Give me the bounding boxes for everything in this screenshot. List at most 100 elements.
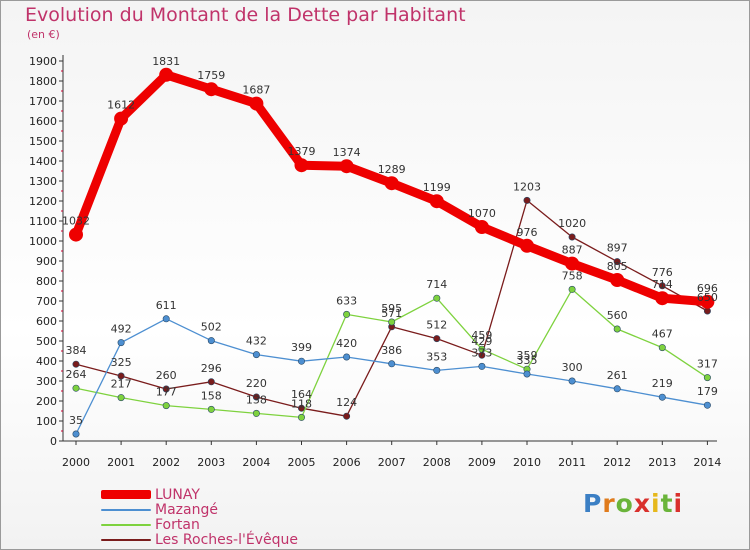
data-label-lunay: 1687 [242,84,270,97]
data-label-les-roches-l-v-que: 776 [652,266,673,279]
data-label-fortan: 264 [66,368,87,381]
data-label-mazang: 420 [336,337,357,350]
data-point-les-roches-l-v-que [613,258,621,266]
y-tick-label: 1900 [29,55,57,68]
y-tick-label: 500 [36,335,57,348]
data-label-mazang: 300 [562,361,583,374]
data-label-lunay: 696 [697,282,718,295]
data-point-les-roches-l-v-que [433,335,441,343]
data-label-mazang: 261 [607,369,628,382]
y-tick-label: 400 [36,355,57,368]
data-label-les-roches-l-v-que: 260 [156,369,177,382]
data-point-fortan [613,325,621,333]
data-label-fortan: 118 [291,397,312,410]
data-label-mazang: 353 [426,350,447,363]
data-point-lunay [249,96,264,111]
y-tick-label: 1600 [29,115,57,128]
data-point-fortan [207,405,215,413]
data-label-lunay: 1199 [423,181,451,194]
data-label-lunay: 1831 [152,55,180,68]
data-label-lunay: 1374 [333,146,361,159]
y-tick-label: 600 [36,315,57,328]
data-label-fortan: 317 [697,358,718,371]
data-label-fortan: 467 [652,328,673,341]
x-tick-label: 2002 [152,456,180,469]
y-tick-label: 100 [36,415,57,428]
data-label-les-roches-l-v-que: 296 [201,362,222,375]
data-label-fortan: 714 [426,278,447,291]
data-point-mazang [568,377,576,385]
data-label-mazang: 611 [156,299,177,312]
data-label-mazang: 219 [652,377,673,390]
data-label-les-roches-l-v-que: 325 [111,356,132,369]
data-label-fortan: 359 [517,349,538,362]
data-label-fortan: 177 [156,386,177,399]
data-label-les-roches-l-v-que: 897 [607,242,628,255]
x-tick-label: 2001 [107,456,135,469]
data-label-mazang: 373 [471,346,492,359]
legend-swatch [101,490,151,499]
x-tick-label: 2014 [693,456,721,469]
x-tick-label: 2010 [513,456,541,469]
data-point-mazang [117,339,125,347]
y-tick-label: 1000 [29,235,57,248]
data-point-mazang [613,385,621,393]
data-label-mazang: 492 [111,323,132,336]
data-point-fortan [433,294,441,302]
x-tick-label: 2006 [333,456,361,469]
data-label-les-roches-l-v-que: 512 [426,319,447,332]
data-label-lunay: 1032 [62,215,90,228]
data-point-lunay [520,238,534,253]
x-tick-label: 2005 [288,456,316,469]
data-point-mazang [703,401,711,409]
data-label-lunay: 976 [517,226,538,239]
data-label-lunay: 1379 [288,145,316,158]
legend-label: Les Roches-l'Évêque [155,531,298,548]
legend-item-lunay: LUNAY [101,487,298,503]
x-tick-label: 2011 [558,456,586,469]
data-point-les-roches-l-v-que [523,196,531,204]
legend-swatch [101,523,151,526]
data-point-fortan [388,318,396,326]
data-point-lunay [700,294,715,309]
data-label-les-roches-l-v-que: 1020 [558,217,586,230]
data-label-fortan: 138 [246,393,267,406]
data-point-lunay [429,194,444,209]
data-label-les-roches-l-v-que: 164 [291,388,312,401]
x-tick-label: 2009 [468,456,496,469]
legend-item-les-roches-l-v-que: Les Roches-l'Évêque [101,531,298,548]
y-tick-label: 1700 [29,95,57,108]
data-point-mazang [658,393,666,401]
data-label-lunay: 1612 [107,99,135,112]
data-point-mazang [478,362,486,370]
data-point-mazang [523,370,531,378]
data-point-fortan [658,344,666,352]
x-tick-label: 2012 [603,456,631,469]
data-point-mazang [343,353,351,361]
data-label-mazang: 432 [246,335,267,348]
data-point-les-roches-l-v-que [207,378,215,386]
data-label-fortan: 595 [381,302,402,315]
data-point-fortan [703,374,711,382]
data-label-lunay: 1289 [378,163,406,176]
data-point-lunay [69,227,83,242]
data-point-lunay [204,82,219,97]
axes: 0 100 200 300 400 500 600 700 800 900 1000 1100 1200… [29,55,721,469]
data-point-les-roches-l-v-que [162,385,170,393]
data-point-lunay [384,176,399,191]
data-point-fortan [72,384,80,392]
data-point-fortan [568,285,576,293]
data-label-les-roches-l-v-que: 384 [66,344,87,357]
x-tick-label: 2004 [242,456,270,469]
data-label-mazang: 399 [291,341,312,354]
data-point-lunay [474,220,489,234]
y-tick-label: 700 [36,295,57,308]
legend-swatch [101,538,151,541]
data-label-fortan: 758 [562,269,583,282]
data-point-mazang [252,351,260,359]
data-point-mazang [297,357,305,365]
legend-swatch [101,508,151,511]
y-tick-label: 1800 [29,75,57,88]
